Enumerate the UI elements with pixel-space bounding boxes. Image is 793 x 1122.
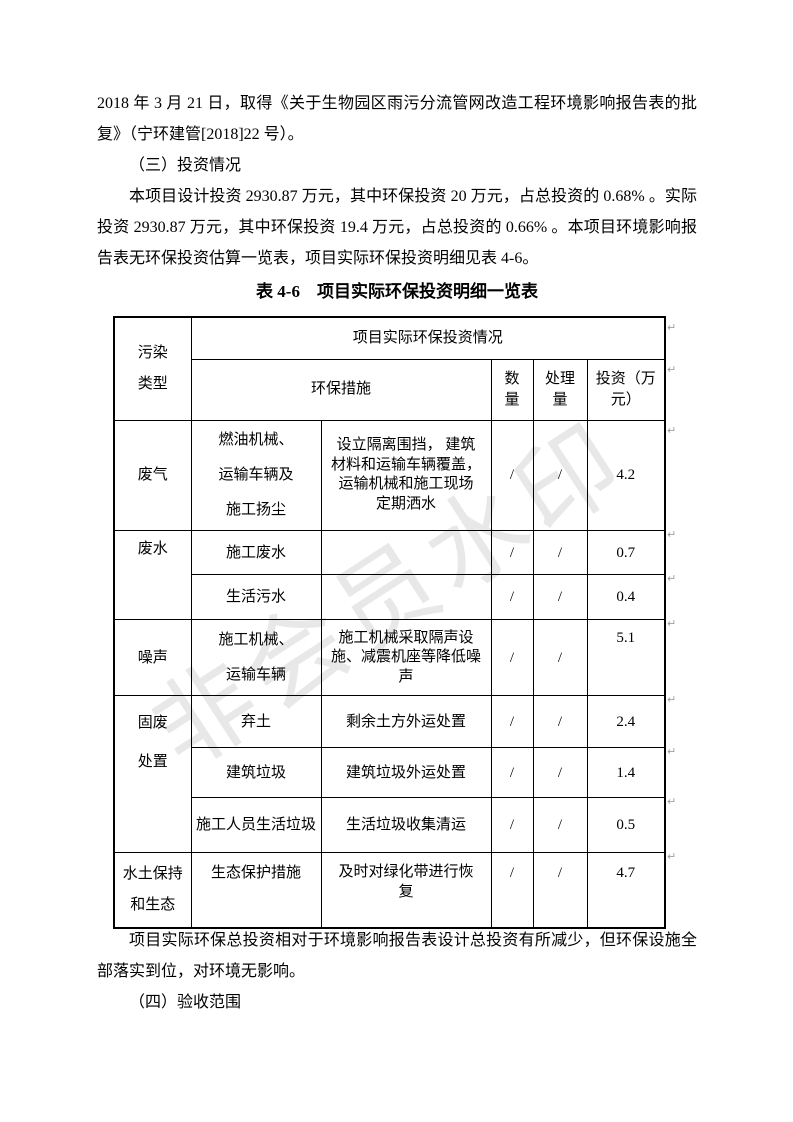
cell-source: 燃油机械、 运输车辆及 施工扬尘 <box>190 419 322 532</box>
cell-source: 施工人员生活垃圾 <box>190 797 322 854</box>
cell-quantity: / <box>490 695 534 749</box>
cell-investment: 5.1 <box>586 619 666 697</box>
row-end-mark-icon: ↵ <box>667 795 677 808</box>
cell-quantity: / <box>490 419 534 532</box>
cell-investment: 0.5 <box>586 797 666 854</box>
header-quantity: 数 量 <box>490 358 534 421</box>
row-end-mark-icon: ↵ <box>667 528 677 541</box>
cell-quantity: / <box>490 852 534 929</box>
table-header-row-1: 污染 类型 项目实际环保投资情况 <box>113 316 666 421</box>
cell-type-waste-gas: 废气 <box>113 419 192 532</box>
table-row: 施工人员生活垃圾 生活垃圾收集清运 / / 0.5 <box>114 797 666 854</box>
cell-treatment: / <box>532 852 588 929</box>
row-end-mark-icon: ↵ <box>667 363 677 376</box>
cell-investment: 2.4 <box>586 695 666 749</box>
cell-measure: 施工机械采取隔声设 施、减震机座等降低噪 声 <box>320 619 492 697</box>
header-pollution-type: 污染 类型 <box>113 316 192 421</box>
row-end-mark-icon: ↵ <box>667 693 677 706</box>
cell-source: 生态保护措施 <box>190 852 322 929</box>
cell-source: 施工机械、 运输车辆 <box>190 619 322 697</box>
cell-source: 施工废水 <box>190 530 322 576</box>
header-treatment-amount: 处理 量 <box>532 358 588 421</box>
section-heading-scope: （四）验收范围 <box>129 994 242 1011</box>
cell-measure: 及时对绿化带进行恢 复 <box>320 852 492 929</box>
cell-type-soil-ecology: 水土保持 和生态 <box>113 852 192 929</box>
header-investment: 投资（万 元） <box>586 358 666 421</box>
cell-investment: 0.4 <box>586 574 666 621</box>
cell-quantity: / <box>490 574 534 621</box>
table-caption: 表 4-6 项目实际环保投资明细一览表 <box>256 282 538 301</box>
row-end-mark-icon: ↵ <box>667 745 677 758</box>
table-row: 生活污水 / / 0.4 <box>114 574 666 621</box>
cell-investment: 4.2 <box>586 419 666 532</box>
cell-measure: 剩余土方外运处置 <box>320 695 492 749</box>
cell-measure: 建筑垃圾外运处置 <box>320 747 492 799</box>
row-end-mark-icon: ↵ <box>667 617 677 630</box>
cell-treatment: / <box>532 419 588 532</box>
cell-type-waste-water: 废水 <box>113 530 192 621</box>
cell-treatment: / <box>532 747 588 799</box>
cell-investment: 1.4 <box>586 747 666 799</box>
header-group-title: 项目实际环保投资情况 <box>190 316 666 360</box>
row-end-mark-icon: ↵ <box>667 321 677 334</box>
table-header-row-2: 环保措施 数 量 处理 量 投资（万 元） <box>114 358 666 421</box>
cell-treatment: / <box>532 619 588 697</box>
cell-measure: 设立隔离围挡， 建筑 材料和运输车辆覆盖， 运输机械和施工现场 定期洒水 <box>320 419 492 532</box>
table-row: 噪声 施工机械、 运输车辆 施工机械采取隔声设 施、减震机座等降低噪 声 / /… <box>113 619 666 697</box>
paragraph-approval: 2018 年 3 月 21 日，取得《关于生物园区雨污分流管网改造工程环境影响报… <box>97 95 697 143</box>
cell-treatment: / <box>532 797 588 854</box>
table-row: 固废 处置 弃土 剩余土方外运处置 / / 2.4 <box>113 695 666 854</box>
cell-quantity: / <box>490 619 534 697</box>
row-end-mark-icon: ↵ <box>667 572 677 585</box>
paragraph-summary: 项目实际环保总投资相对于环境影响报告表设计总投资有所减少，但环保设施全部落实到位… <box>97 932 697 980</box>
cell-measure: 生活垃圾收集清运 <box>320 797 492 854</box>
cell-treatment: / <box>532 574 588 621</box>
bottom-text-block: 项目实际环保总投资相对于环境影响报告表设计总投资有所减少，但环保设施全部落实到位… <box>97 925 697 1018</box>
cell-source: 建筑垃圾 <box>190 747 322 799</box>
table-row: 建筑垃圾 建筑垃圾外运处置 / / 1.4 <box>114 747 666 799</box>
paragraph-investment: 本项目设计投资 2930.87 万元，其中环保投资 20 万元，占总投资的 0.… <box>97 188 697 267</box>
table-row: 水土保持 和生态 生态保护措施 及时对绿化带进行恢 复 / / 4.7 <box>113 852 666 929</box>
cell-measure <box>320 574 492 621</box>
header-measure: 环保措施 <box>190 358 492 421</box>
cell-type-solid-waste: 固废 处置 <box>113 695 192 854</box>
table-row: 废水 施工废水 / / 0.7 <box>113 530 666 621</box>
row-end-mark-icon: ↵ <box>667 424 677 437</box>
cell-quantity: / <box>490 747 534 799</box>
cell-treatment: / <box>532 530 588 576</box>
cell-source: 弃土 <box>190 695 322 749</box>
cell-source: 生活污水 <box>190 574 322 621</box>
cell-investment: 4.7 <box>586 852 666 929</box>
section-heading-investment: （三）投资情况 <box>129 157 242 174</box>
cell-investment: 0.7 <box>586 530 666 576</box>
cell-type-noise: 噪声 <box>113 619 192 697</box>
cell-quantity: / <box>490 797 534 854</box>
cell-quantity: / <box>490 530 534 576</box>
row-end-mark-icon: ↵ <box>667 850 677 863</box>
top-text-block: 2018 年 3 月 21 日，取得《关于生物园区雨污分流管网改造工程环境影响报… <box>97 88 697 274</box>
investment-detail-table: 污染 类型 项目实际环保投资情况 环保措施 数 量 处理 量 投资（万 元） 废… <box>113 316 667 929</box>
table-row: 废气 燃油机械、 运输车辆及 施工扬尘 设立隔离围挡， 建筑 材料和运输车辆覆盖… <box>113 419 666 532</box>
cell-measure <box>320 530 492 576</box>
cell-treatment: / <box>532 695 588 749</box>
